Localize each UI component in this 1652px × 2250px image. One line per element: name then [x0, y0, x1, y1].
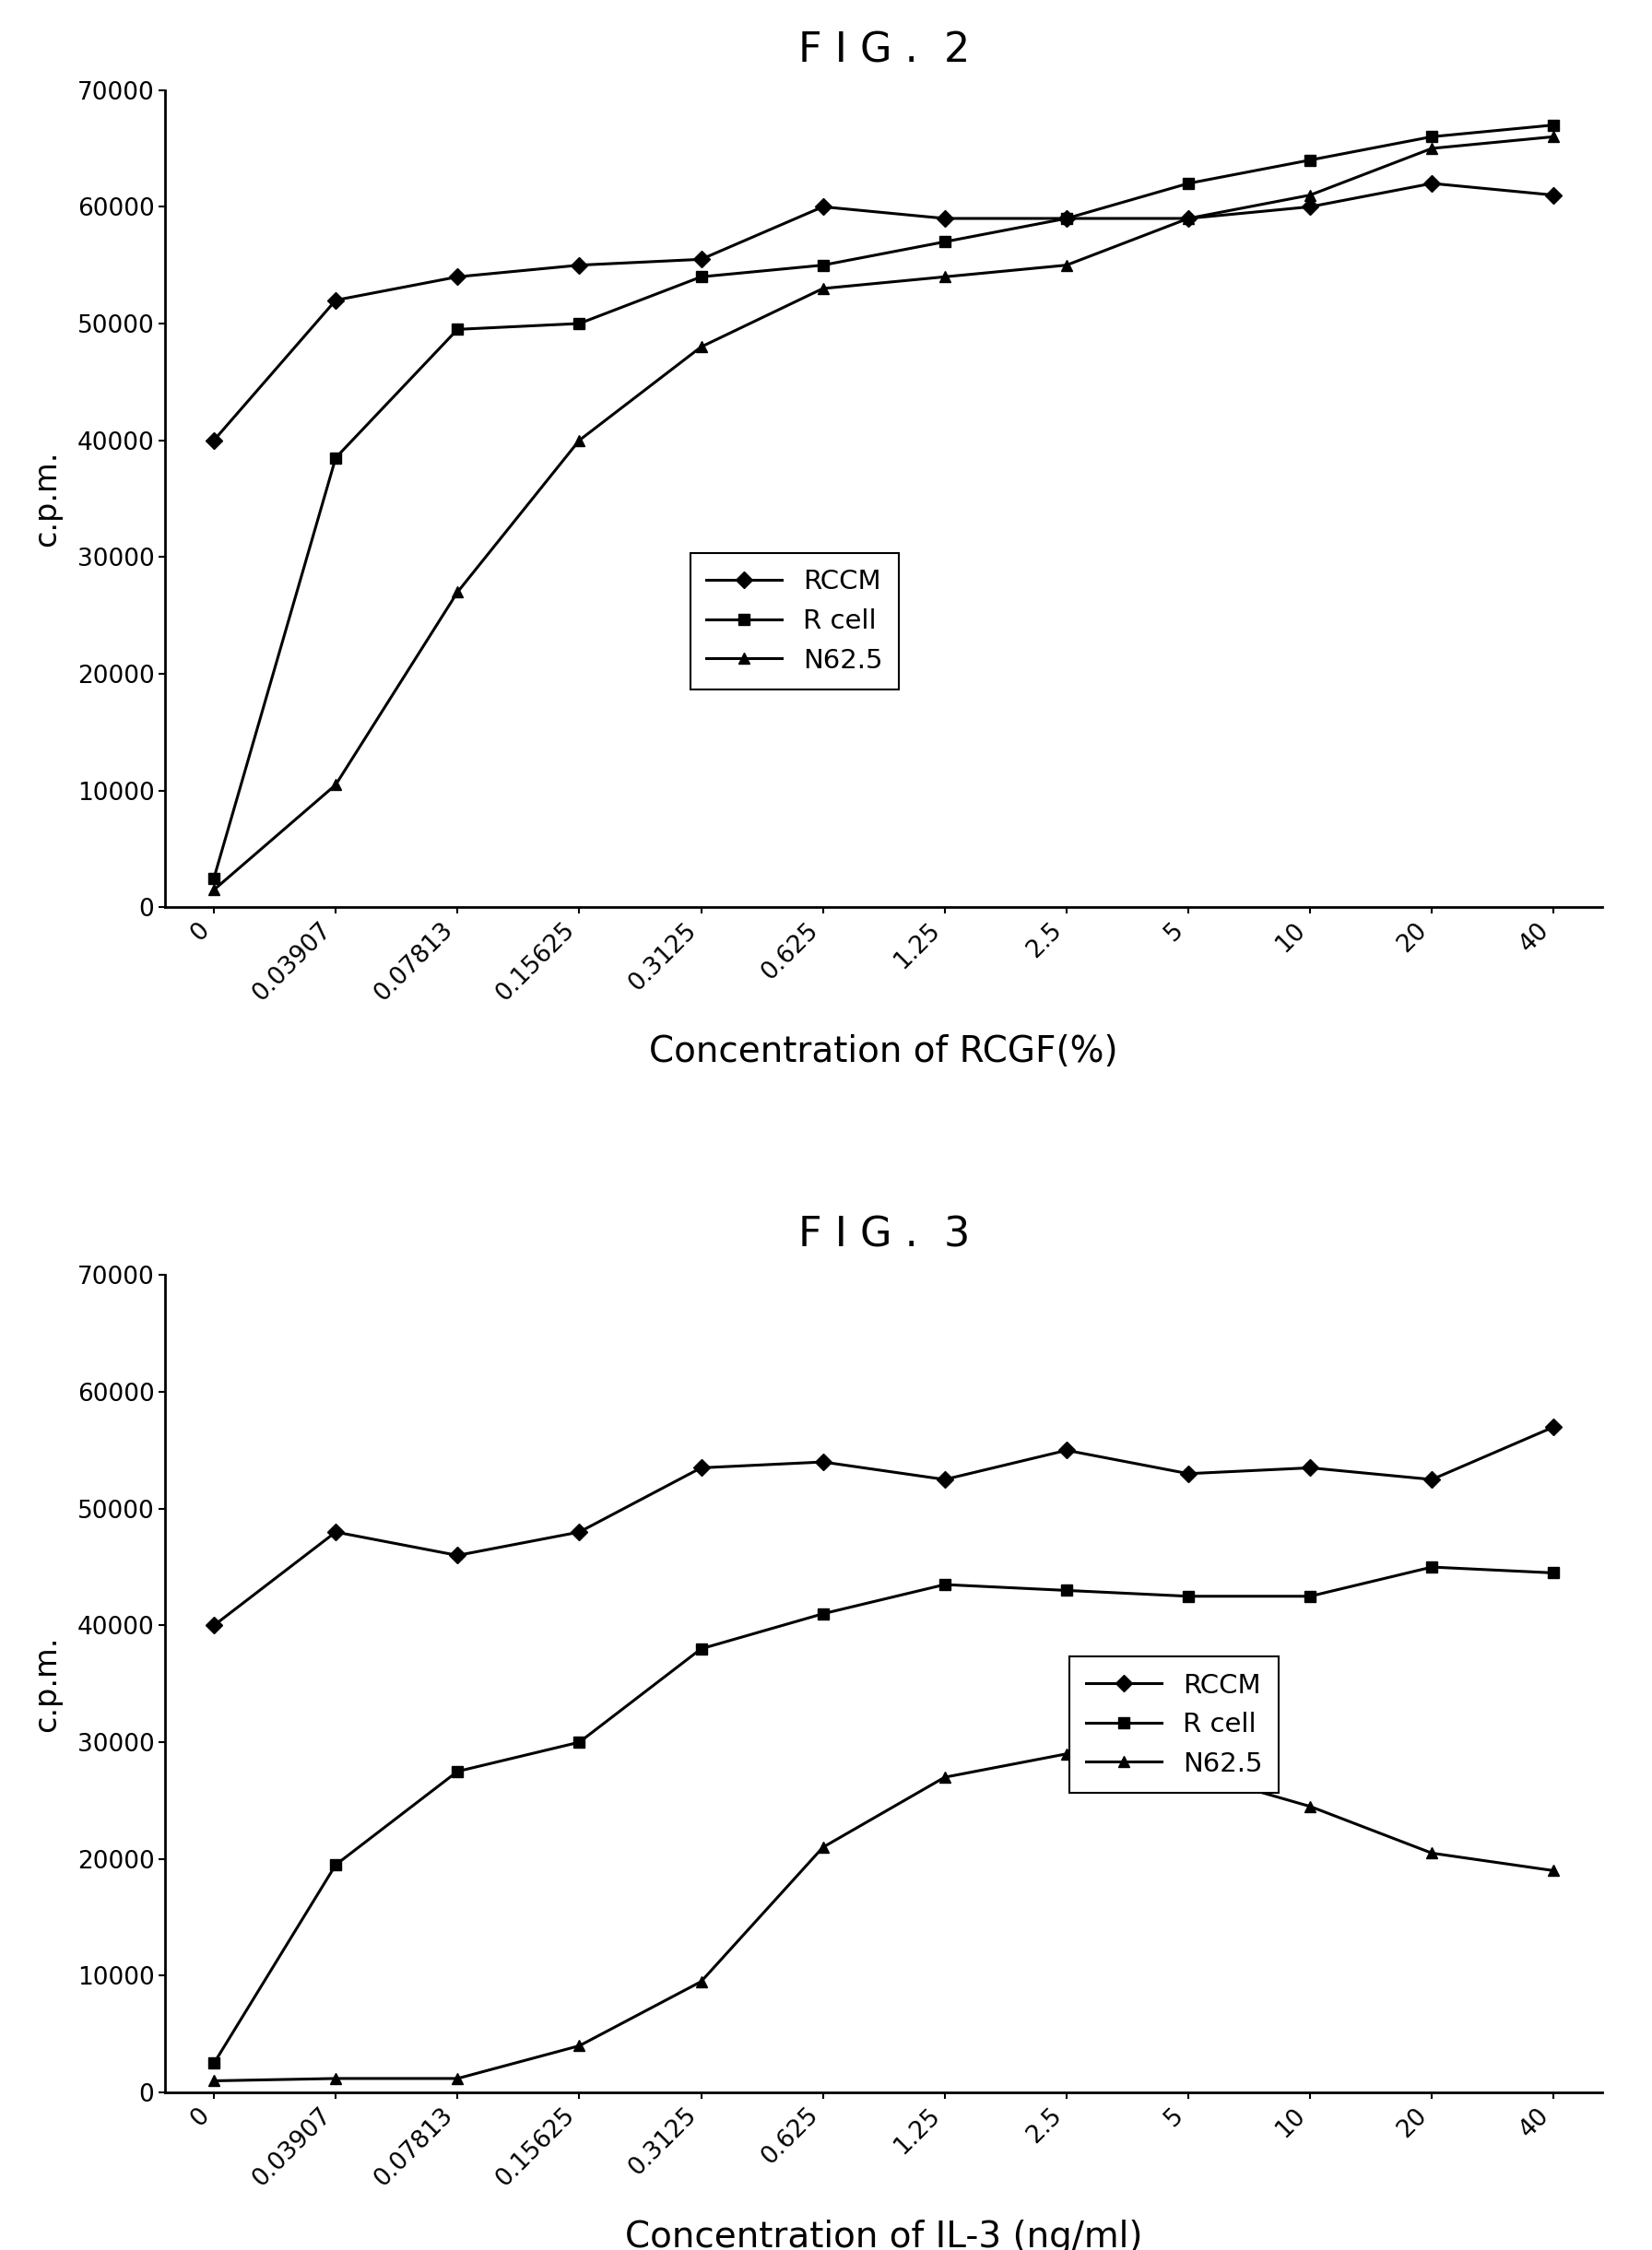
N62.5: [325, 2066, 345, 2092]
R cell: [1545, 113, 1564, 140]
R cell: [325, 443, 345, 470]
Line: RCCM: RCCM: [208, 1422, 1559, 1631]
R cell: [448, 315, 468, 342]
RCCM: [1057, 205, 1077, 232]
N62.5: [1300, 1793, 1320, 1820]
RCCM: [1057, 1438, 1077, 1465]
RCCM: [1545, 182, 1564, 209]
RCCM: [813, 1449, 833, 1476]
RCCM: [203, 1611, 223, 1638]
N62.5: [1057, 1742, 1077, 1768]
N62.5: [935, 1764, 955, 1791]
RCCM: [570, 1519, 590, 1546]
RCCM: [325, 1519, 345, 1546]
RCCM: [203, 428, 223, 455]
R cell: [325, 1852, 345, 1879]
R cell: [691, 263, 710, 290]
R cell: [1057, 205, 1077, 232]
R cell: [1178, 1582, 1198, 1609]
N62.5: [203, 2068, 223, 2095]
R cell: [203, 2050, 223, 2077]
RCCM: [1178, 1460, 1198, 1487]
RCCM: [1422, 171, 1442, 198]
RCCM: [935, 1467, 955, 1494]
Line: RCCM: RCCM: [208, 178, 1559, 446]
Line: R cell: R cell: [208, 1561, 1559, 2070]
R cell: [935, 1570, 955, 1598]
R cell: [1300, 146, 1320, 173]
Y-axis label: c.p.m.: c.p.m.: [31, 450, 61, 547]
N62.5: [203, 875, 223, 902]
N62.5: [448, 2066, 468, 2092]
RCCM: [448, 263, 468, 290]
N62.5: [325, 772, 345, 799]
Line: N62.5: N62.5: [208, 130, 1559, 896]
N62.5: [691, 333, 710, 360]
N62.5: [813, 274, 833, 302]
RCCM: [1545, 1413, 1564, 1440]
N62.5: [813, 1834, 833, 1861]
R cell: [570, 1728, 590, 1755]
RCCM: [1300, 1454, 1320, 1480]
Legend: RCCM, R cell, N62.5: RCCM, R cell, N62.5: [691, 554, 899, 688]
R cell: [935, 227, 955, 254]
R cell: [203, 864, 223, 891]
RCCM: [1422, 1467, 1442, 1494]
Line: R cell: R cell: [208, 119, 1559, 884]
R cell: [1057, 1577, 1077, 1604]
N62.5: [1422, 135, 1442, 162]
R cell: [1422, 124, 1442, 151]
R cell: [1178, 171, 1198, 198]
Y-axis label: c.p.m.: c.p.m.: [31, 1636, 61, 1733]
Title: F I G .  2: F I G . 2: [798, 32, 970, 70]
N62.5: [1178, 205, 1198, 232]
N62.5: [1545, 124, 1564, 151]
N62.5: [1057, 252, 1077, 279]
R cell: [1300, 1582, 1320, 1609]
Legend: RCCM, R cell, N62.5: RCCM, R cell, N62.5: [1070, 1656, 1279, 1793]
RCCM: [691, 1454, 710, 1480]
RCCM: [1178, 205, 1198, 232]
R cell: [813, 252, 833, 279]
RCCM: [691, 245, 710, 272]
RCCM: [325, 286, 345, 313]
N62.5: [570, 428, 590, 455]
N62.5: [448, 578, 468, 605]
RCCM: [813, 194, 833, 221]
RCCM: [1300, 194, 1320, 221]
X-axis label: Concentration of IL-3 (ng/ml): Concentration of IL-3 (ng/ml): [624, 2218, 1143, 2250]
N62.5: [1300, 182, 1320, 209]
RCCM: [570, 252, 590, 279]
RCCM: [935, 205, 955, 232]
R cell: [448, 1757, 468, 1784]
R cell: [570, 310, 590, 338]
R cell: [1545, 1559, 1564, 1586]
N62.5: [691, 1969, 710, 1996]
R cell: [1422, 1552, 1442, 1580]
N62.5: [1545, 1856, 1564, 1883]
N62.5: [1422, 1840, 1442, 1867]
Title: F I G .  3: F I G . 3: [798, 1215, 970, 1256]
Line: N62.5: N62.5: [208, 1748, 1559, 2086]
N62.5: [935, 263, 955, 290]
N62.5: [570, 2032, 590, 2059]
R cell: [813, 1600, 833, 1627]
RCCM: [448, 1541, 468, 1568]
R cell: [691, 1636, 710, 1663]
X-axis label: Concentration of RCGF(%): Concentration of RCGF(%): [649, 1035, 1118, 1069]
N62.5: [1178, 1757, 1198, 1784]
